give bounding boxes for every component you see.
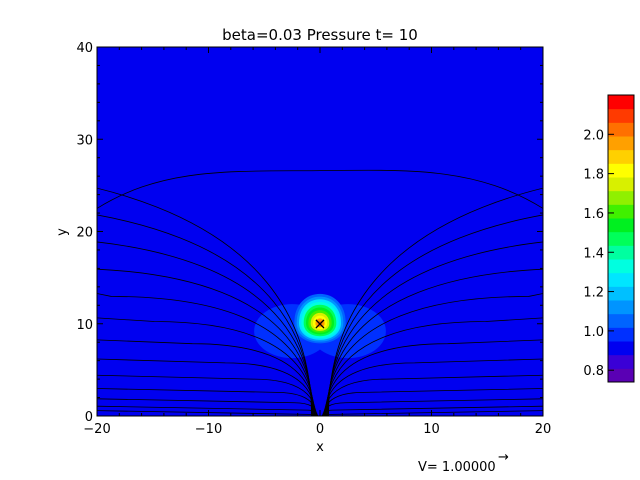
axis-ticks: −20 −10 0 10 20 0 10 20 30 40 [76,41,551,437]
x-tick-label: −10 [195,422,222,437]
colorbar-swatch [608,177,634,192]
background-field [97,47,543,416]
colorbar-tick-label: 1.4 [583,246,604,261]
colorbar-frame [607,94,635,383]
x-axis-label: x [316,440,324,455]
colorbar-swatch [608,218,634,233]
y-tick-label: 10 [76,318,93,333]
field-line [97,241,313,416]
x-tick-label: −20 [83,422,110,437]
field-line [325,317,543,416]
field-line [327,241,543,416]
colorbar-swatch [608,231,634,246]
colorbar-swatch [608,245,634,260]
field-line [97,187,312,416]
x-tick-label: 10 [423,422,440,437]
colorbar-swatch [608,108,634,123]
field-line [97,268,314,416]
x-tick-label: 20 [535,422,552,437]
field-line [328,187,543,416]
field-line [327,214,543,416]
pressure-contour-level [317,321,323,326]
colorbar-swatch [608,286,634,301]
colorbar-tick-label: 1.8 [583,168,604,183]
colorbar-swatch [608,136,634,151]
colorbar-swatch [608,354,634,369]
colorbar-swatch [608,204,634,219]
velocity-arrow: → [498,450,509,465]
colorbar-tick-label: 1.2 [583,286,604,301]
colorbar-swatch [608,122,634,137]
colorbar-swatch [608,149,634,164]
chart-title: beta=0.03 Pressure t= 10 [222,26,418,44]
y-tick-label: 20 [76,226,93,241]
colorbar-swatch [608,259,634,274]
y-tick-label: 0 [85,410,93,425]
y-axis-label: y [55,228,70,236]
colorbar-tick-label: 1.0 [583,325,604,340]
colorbar-tick-label: 1.6 [583,207,604,222]
field-line [97,169,543,209]
colorbar: 0.8 1.0 1.2 1.4 1.6 1.8 2.0 [583,94,635,383]
colorbar-swatch [608,341,634,356]
colorbar-swatch [608,327,634,342]
center-marker: × [313,314,326,333]
y-tick-label: 30 [76,133,93,148]
field-line [97,293,315,416]
colorbar-swatch [608,95,634,110]
field-line [326,268,543,416]
plot-area: × [97,47,543,416]
colorbar-swatch [608,368,634,383]
colorbar-swatch [608,272,634,287]
colorbar-swatch [608,163,634,178]
colorbar-swatch [608,313,634,328]
colorbar-tick-label: 0.8 [583,364,604,379]
field-line [97,214,313,416]
y-tick-label: 40 [76,41,93,56]
colorbar-swatch [608,300,634,315]
velocity-scale-label: V= 1.00000 [418,460,496,475]
colorbar-swatch [608,190,634,205]
field-line [325,293,543,416]
field-lines [97,169,543,416]
colorbar-tick-label: 2.0 [583,128,604,143]
field-line [97,317,315,416]
x-tick-label: 0 [316,422,324,437]
